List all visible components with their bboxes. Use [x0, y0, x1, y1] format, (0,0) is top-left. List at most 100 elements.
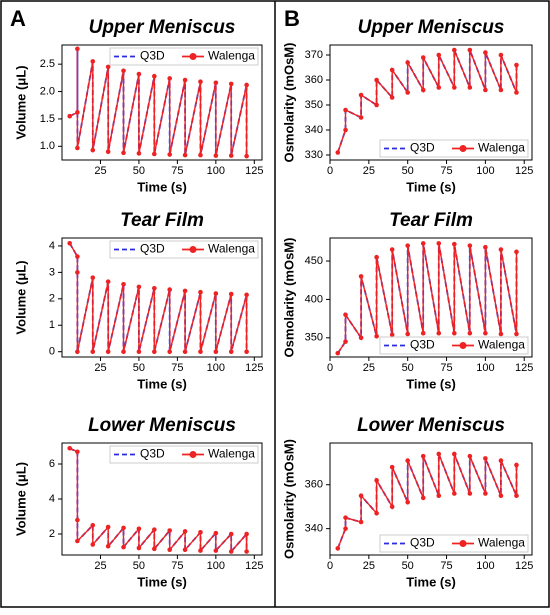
data-point: [121, 281, 126, 287]
data-point: [198, 79, 203, 84]
x-tick-label: 125: [245, 362, 263, 374]
y-tick-label: 2.0: [40, 85, 55, 97]
data-point: [244, 549, 249, 554]
data-point: [167, 76, 172, 81]
data-point: [452, 491, 457, 496]
data-point: [467, 330, 473, 336]
data-point: [198, 349, 203, 355]
data-point: [213, 530, 219, 536]
data-point: [228, 291, 234, 297]
x-tick-label: 50: [402, 362, 414, 374]
data-point: [467, 453, 473, 459]
x-tick-label: 100: [476, 362, 494, 374]
data-point: [374, 333, 379, 339]
data-point: [374, 102, 379, 108]
data-point: [358, 493, 364, 499]
data-point: [167, 349, 172, 355]
data-point: [467, 491, 473, 496]
legend-label: Q3D: [410, 338, 435, 352]
chart-title: Tear Film: [389, 210, 473, 231]
data-point: [405, 90, 410, 95]
y-tick-label: 370: [305, 49, 323, 61]
data-point: [90, 59, 96, 64]
chart-title: Upper Meniscus: [358, 17, 505, 38]
y-tick-label: 330: [305, 149, 323, 161]
data-point: [136, 545, 142, 551]
data-point: [198, 289, 203, 295]
y-tick-label: 360: [305, 74, 323, 86]
data-point: [358, 519, 364, 525]
x-tick-label: 50: [133, 165, 145, 177]
data-point: [121, 544, 126, 550]
data-point: [343, 339, 348, 344]
data-point: [343, 515, 348, 520]
data-point: [405, 60, 410, 65]
y-tick-label: 400: [305, 293, 323, 305]
data-point: [182, 152, 188, 158]
y-tick-label: 1: [49, 319, 55, 331]
plot-frame: [329, 237, 533, 358]
data-point: [228, 153, 234, 158]
data-point: [483, 244, 488, 250]
data-point: [452, 85, 457, 90]
data-point: [389, 95, 395, 100]
chart-title: Upper Meniscus: [89, 17, 236, 38]
data-point: [152, 527, 157, 532]
y-tick-label: 450: [305, 255, 323, 267]
data-point: [405, 458, 410, 463]
data-point: [198, 152, 203, 158]
plot-frame: [61, 237, 263, 358]
data-point: [483, 491, 488, 496]
legend-label: Walenga: [478, 338, 525, 352]
data-point: [420, 87, 426, 93]
data-point: [152, 285, 157, 291]
y-axis-label: Volume (μL): [13, 65, 28, 139]
x-tick-label: 50: [133, 560, 145, 572]
plot-frame: [329, 442, 533, 556]
plot-frame: [61, 44, 263, 161]
data-point: [105, 349, 111, 355]
data-point: [167, 287, 172, 292]
data-point: [152, 349, 157, 355]
x-tick-label: 50: [133, 362, 145, 374]
data-point: [198, 548, 203, 553]
series-line: [69, 48, 248, 157]
data-point: [244, 153, 249, 159]
data-point: [121, 150, 126, 156]
plot-frame: [61, 442, 263, 556]
data-point: [514, 62, 519, 68]
data-point: [452, 451, 457, 457]
y-tick-label: 350: [305, 332, 323, 344]
data-point: [420, 453, 426, 459]
data-point: [436, 241, 442, 246]
data-point: [75, 538, 80, 544]
y-tick-label: 6: [49, 458, 55, 470]
x-tick-label: 50: [402, 165, 414, 177]
data-point: [75, 270, 80, 275]
data-point: [152, 546, 157, 552]
legend-label: Walenga: [478, 141, 525, 155]
data-point: [167, 528, 172, 533]
data-point: [213, 548, 219, 553]
y-axis-label: Osmolarity (mOsM): [281, 43, 296, 163]
x-tick-label: 25: [363, 165, 375, 177]
data-point: [105, 149, 111, 155]
data-point: [228, 349, 234, 355]
data-point: [213, 349, 219, 355]
legend-label: Walenga: [208, 447, 255, 461]
series-line: [69, 447, 248, 554]
legend-label: Walenga: [208, 242, 255, 256]
legend-marker: [189, 53, 197, 60]
data-point: [405, 499, 410, 505]
data-point: [182, 349, 188, 355]
data-point: [121, 525, 126, 531]
x-tick-label: 0: [327, 362, 333, 374]
x-tick-label: 25: [94, 165, 106, 177]
data-point: [514, 493, 519, 499]
data-point: [75, 349, 80, 355]
data-point: [75, 145, 80, 151]
data-point: [405, 331, 410, 337]
data-point: [467, 85, 473, 90]
data-point: [90, 349, 96, 355]
